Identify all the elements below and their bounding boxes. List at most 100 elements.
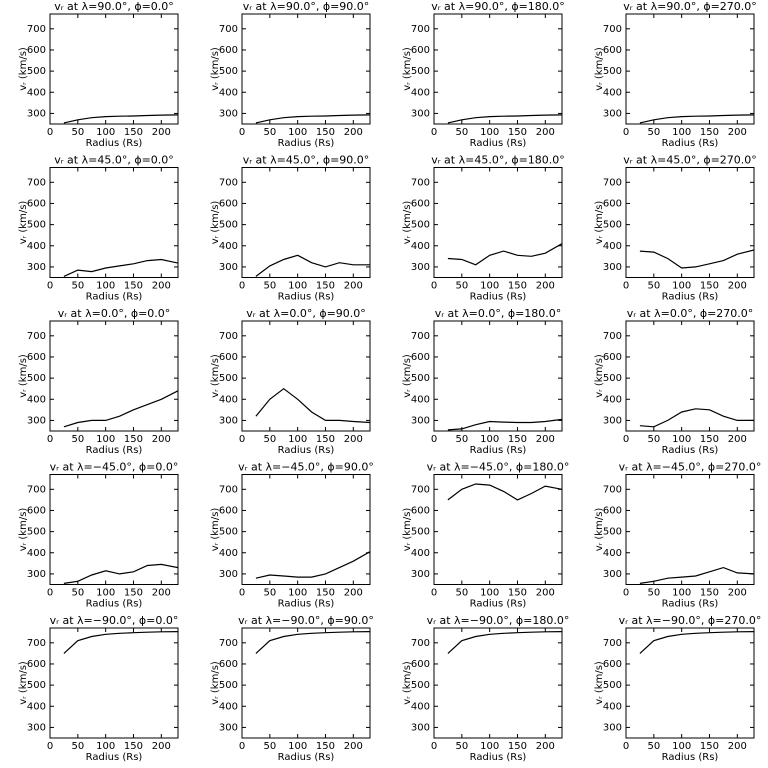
- x-tick-label: 150: [508, 588, 527, 599]
- y-tick-label: 700: [411, 24, 430, 35]
- x-tick-label: 200: [536, 434, 555, 445]
- x-axis-label: Radius (Rs): [470, 599, 527, 610]
- y-tick-label: 500: [603, 527, 622, 538]
- x-tick-label: 150: [124, 434, 143, 445]
- y-tick-label: 500: [411, 680, 430, 691]
- x-tick-label: 0: [431, 281, 437, 292]
- y-tick-label: 600: [219, 659, 238, 670]
- y-tick-label: 600: [603, 505, 622, 516]
- x-tick-label: 200: [344, 434, 363, 445]
- y-tick-label: 300: [27, 262, 46, 273]
- x-tick-label: 100: [96, 434, 115, 445]
- chart-title: vᵣ at λ=−45.0°, ϕ=90.0°: [238, 461, 374, 474]
- y-tick-label: 700: [219, 484, 238, 495]
- chart-title: vᵣ at λ=0.0°, ϕ=270.0°: [627, 307, 754, 320]
- line: [63, 390, 178, 428]
- y-tick-label: 300: [411, 569, 430, 580]
- x-axis-label: Radius (Rs): [470, 138, 527, 149]
- panel: vᵣ at λ=−45.0°, ϕ=180.0° 0 50 100 150 200 300 4…: [402, 461, 569, 610]
- x-axis-label: Radius (Rs): [278, 292, 335, 303]
- x-tick-label: 50: [71, 434, 84, 445]
- y-tick-label: 400: [411, 87, 430, 98]
- y-tick-label: 700: [603, 638, 622, 649]
- x-tick-label: 150: [316, 434, 335, 445]
- x-axis-label: Radius (Rs): [662, 599, 719, 610]
- x-tick-label: 150: [508, 281, 527, 292]
- y-tick-label: 400: [603, 548, 622, 559]
- x-tick-label: 50: [455, 434, 468, 445]
- x-tick-label: 0: [47, 127, 53, 138]
- line: [255, 254, 370, 277]
- chart-title: vᵣ at λ=90.0°, ϕ=270.0°: [623, 0, 757, 13]
- y-axis-label: vᵣ (km/s): [210, 661, 221, 705]
- y-tick-label: 700: [603, 177, 622, 188]
- x-tick-label: 100: [96, 127, 115, 138]
- line: [255, 631, 370, 654]
- x-tick-label: 100: [96, 588, 115, 599]
- x-tick-label: 150: [316, 588, 335, 599]
- x-tick-label: 50: [71, 127, 84, 138]
- x-tick-label: 200: [344, 741, 363, 752]
- panel: vᵣ at λ=−90.0°, ϕ=270.0° 0 50 100 150 200 300 4…: [594, 614, 761, 763]
- y-tick-label: 700: [27, 638, 46, 649]
- y-tick-label: 600: [411, 659, 430, 670]
- y-tick-label: 500: [219, 373, 238, 384]
- x-axis-label: Radius (Rs): [470, 752, 527, 763]
- y-tick-label: 400: [219, 394, 238, 405]
- x-tick-label: 100: [480, 741, 499, 752]
- y-axis-label: vᵣ (km/s): [594, 47, 605, 91]
- x-tick-label: 100: [480, 127, 499, 138]
- y-axis-label: vᵣ (km/s): [18, 508, 29, 552]
- y-tick-label: 600: [27, 45, 46, 56]
- plot-frame: [625, 474, 755, 585]
- chart-title: vᵣ at λ=−90.0°, ϕ=180.0°: [427, 614, 570, 627]
- x-axis-label: Radius (Rs): [278, 599, 335, 610]
- y-tick-label: 300: [411, 262, 430, 273]
- plot-frame: [433, 167, 563, 278]
- y-tick-label: 500: [27, 373, 46, 384]
- plot-frame: [241, 13, 371, 125]
- y-tick-label: 700: [411, 638, 430, 649]
- y-axis-label: vᵣ (km/s): [594, 354, 605, 398]
- x-axis-label: Radius (Rs): [86, 292, 143, 303]
- y-tick-label: 600: [603, 352, 622, 363]
- y-tick-label: 600: [219, 198, 238, 209]
- x-tick-label: 100: [288, 281, 307, 292]
- x-tick-label: 0: [239, 741, 245, 752]
- y-tick-label: 700: [27, 24, 46, 35]
- y-axis-label: vᵣ (km/s): [210, 47, 221, 91]
- line: [255, 387, 370, 424]
- y-tick-label: 700: [219, 177, 238, 188]
- panel: vᵣ at λ=−90.0°, ϕ=180.0° 0 50 100 150 200 300 4…: [402, 614, 569, 763]
- y-tick-label: 400: [603, 87, 622, 98]
- x-tick-label: 50: [647, 434, 660, 445]
- y-tick-label: 600: [411, 352, 430, 363]
- y-tick-label: 500: [27, 220, 46, 231]
- y-tick-label: 600: [603, 659, 622, 670]
- line: [639, 566, 754, 584]
- x-tick-label: 200: [728, 741, 747, 752]
- panel: vᵣ at λ=−45.0°, ϕ=90.0° 0 50 100 150 200 300 40…: [210, 461, 374, 610]
- x-tick-label: 50: [647, 741, 660, 752]
- line: [447, 483, 562, 501]
- y-tick-label: 500: [411, 220, 430, 231]
- x-tick-label: 150: [508, 127, 527, 138]
- y-tick-label: 400: [27, 394, 46, 405]
- plot-frame: [241, 320, 371, 432]
- y-tick-label: 700: [411, 177, 430, 188]
- x-tick-label: 50: [647, 588, 660, 599]
- y-tick-label: 600: [219, 352, 238, 363]
- y-tick-label: 500: [27, 527, 46, 538]
- y-tick-label: 600: [219, 45, 238, 56]
- x-tick-label: 150: [124, 741, 143, 752]
- x-tick-label: 200: [536, 741, 555, 752]
- y-tick-label: 400: [411, 241, 430, 252]
- x-axis-label: Radius (Rs): [662, 752, 719, 763]
- y-tick-label: 400: [411, 394, 430, 405]
- y-tick-label: 500: [27, 66, 46, 77]
- y-tick-label: 400: [27, 241, 46, 252]
- x-tick-label: 0: [623, 127, 629, 138]
- x-tick-label: 150: [508, 434, 527, 445]
- line: [447, 243, 562, 266]
- y-tick-label: 300: [411, 108, 430, 119]
